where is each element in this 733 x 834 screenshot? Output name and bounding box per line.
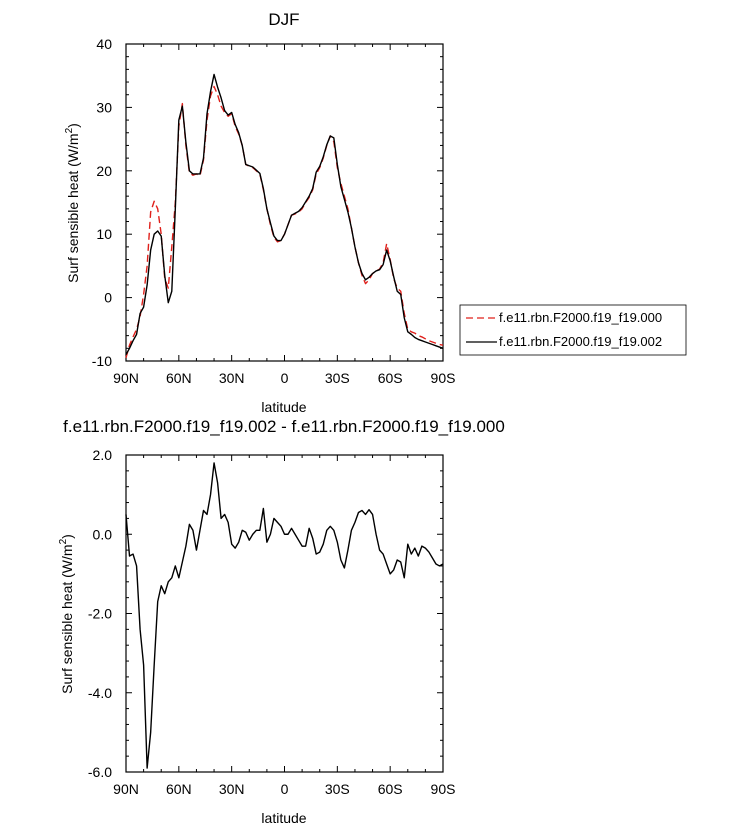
top-y-axis-label: Surf sensible heat (W/m2) [64, 123, 81, 283]
bottom-x-tick-label: 60N [166, 781, 192, 797]
top-series-lines [125, 73, 444, 359]
top-y-tick-label: 20 [96, 163, 112, 179]
top-x-tick-label: 60N [166, 370, 192, 386]
bottom-x-tick-label: 30N [219, 781, 245, 797]
bottom-x-tick-label: 60S [378, 781, 403, 797]
top-y-axis-label-main: Surf sensible heat (W/m [65, 133, 81, 282]
top-x-tick-label: 60S [378, 370, 403, 386]
bottom-series-line-0 [125, 462, 444, 769]
top-x-tick-label: 30N [219, 370, 245, 386]
top-x-tick-label: 90S [431, 370, 456, 386]
top-y-axis-label-sup: 2 [64, 127, 75, 133]
legend-label-series-1: f.e11.rbn.F2000.f19_f19.002 [499, 334, 662, 349]
top-x-tick-label: 0 [281, 370, 289, 386]
top-series-line-1 [125, 73, 444, 355]
top-chart: DJF 90N 60N 30N 0 30S 60S 90S -10 0 10 20 30 40 lat… [64, 10, 687, 415]
bottom-chart: f.e11.rbn.F2000.f19_f19.002 - f.e11.rbn.… [58, 417, 505, 826]
bottom-chart-title: f.e11.rbn.F2000.f19_f19.002 - f.e11.rbn.… [63, 417, 505, 436]
bottom-y-axis-label: Surf sensible heat (W/m2) [58, 534, 75, 694]
bottom-y-tick-label: -6.0 [88, 764, 112, 780]
bottom-y-axis-label-tail: ) [59, 534, 75, 539]
bottom-x-axis-label: latitude [261, 810, 306, 826]
top-y-tick-label: -10 [92, 353, 112, 369]
bottom-x-tick-label: 30S [325, 781, 350, 797]
top-y-tick-label: 30 [96, 99, 112, 115]
top-x-tick-label: 30S [325, 370, 350, 386]
bottom-x-tick-label: 0 [281, 781, 289, 797]
bottom-x-ticks: 90N 60N 30N 0 30S 60S 90S [113, 455, 455, 797]
top-y-ticks: -10 0 10 20 30 40 [92, 36, 443, 369]
bottom-y-tick-label: -4.0 [88, 685, 112, 701]
top-x-axis-label: latitude [261, 399, 306, 415]
bottom-y-axis-label-sup: 2 [58, 538, 69, 544]
top-y-tick-label: 10 [96, 226, 112, 242]
top-series-line-0 [125, 85, 444, 359]
top-y-axis-label-tail: ) [65, 123, 81, 128]
legend-label-series-0: f.e11.rbn.F2000.f19_f19.000 [499, 310, 662, 325]
top-plot-frame [125, 43, 444, 362]
bottom-plot-frame [125, 454, 444, 773]
bottom-y-tick-label: -2.0 [88, 606, 112, 622]
legend: f.e11.rbn.F2000.f19_f19.000 f.e11.rbn.F2… [459, 304, 687, 356]
legend-frame [459, 304, 687, 356]
bottom-y-tick-label: 2.0 [93, 447, 113, 463]
bottom-y-ticks: -6.0 -4.0 -2.0 0.0 2.0 [88, 447, 443, 780]
top-x-tick-label: 90N [113, 370, 139, 386]
bottom-series-lines [125, 462, 444, 769]
bottom-x-tick-label: 90S [431, 781, 456, 797]
bottom-y-tick-label: 0.0 [93, 526, 113, 542]
top-x-ticks: 90N 60N 30N 0 30S 60S 90S [113, 44, 455, 386]
top-chart-title: DJF [268, 10, 299, 29]
bottom-y-axis-label-main: Surf sensible heat (W/m [59, 544, 75, 693]
top-y-tick-label: 0 [104, 290, 112, 306]
bottom-x-tick-label: 90N [113, 781, 139, 797]
top-y-tick-label: 40 [96, 36, 112, 52]
